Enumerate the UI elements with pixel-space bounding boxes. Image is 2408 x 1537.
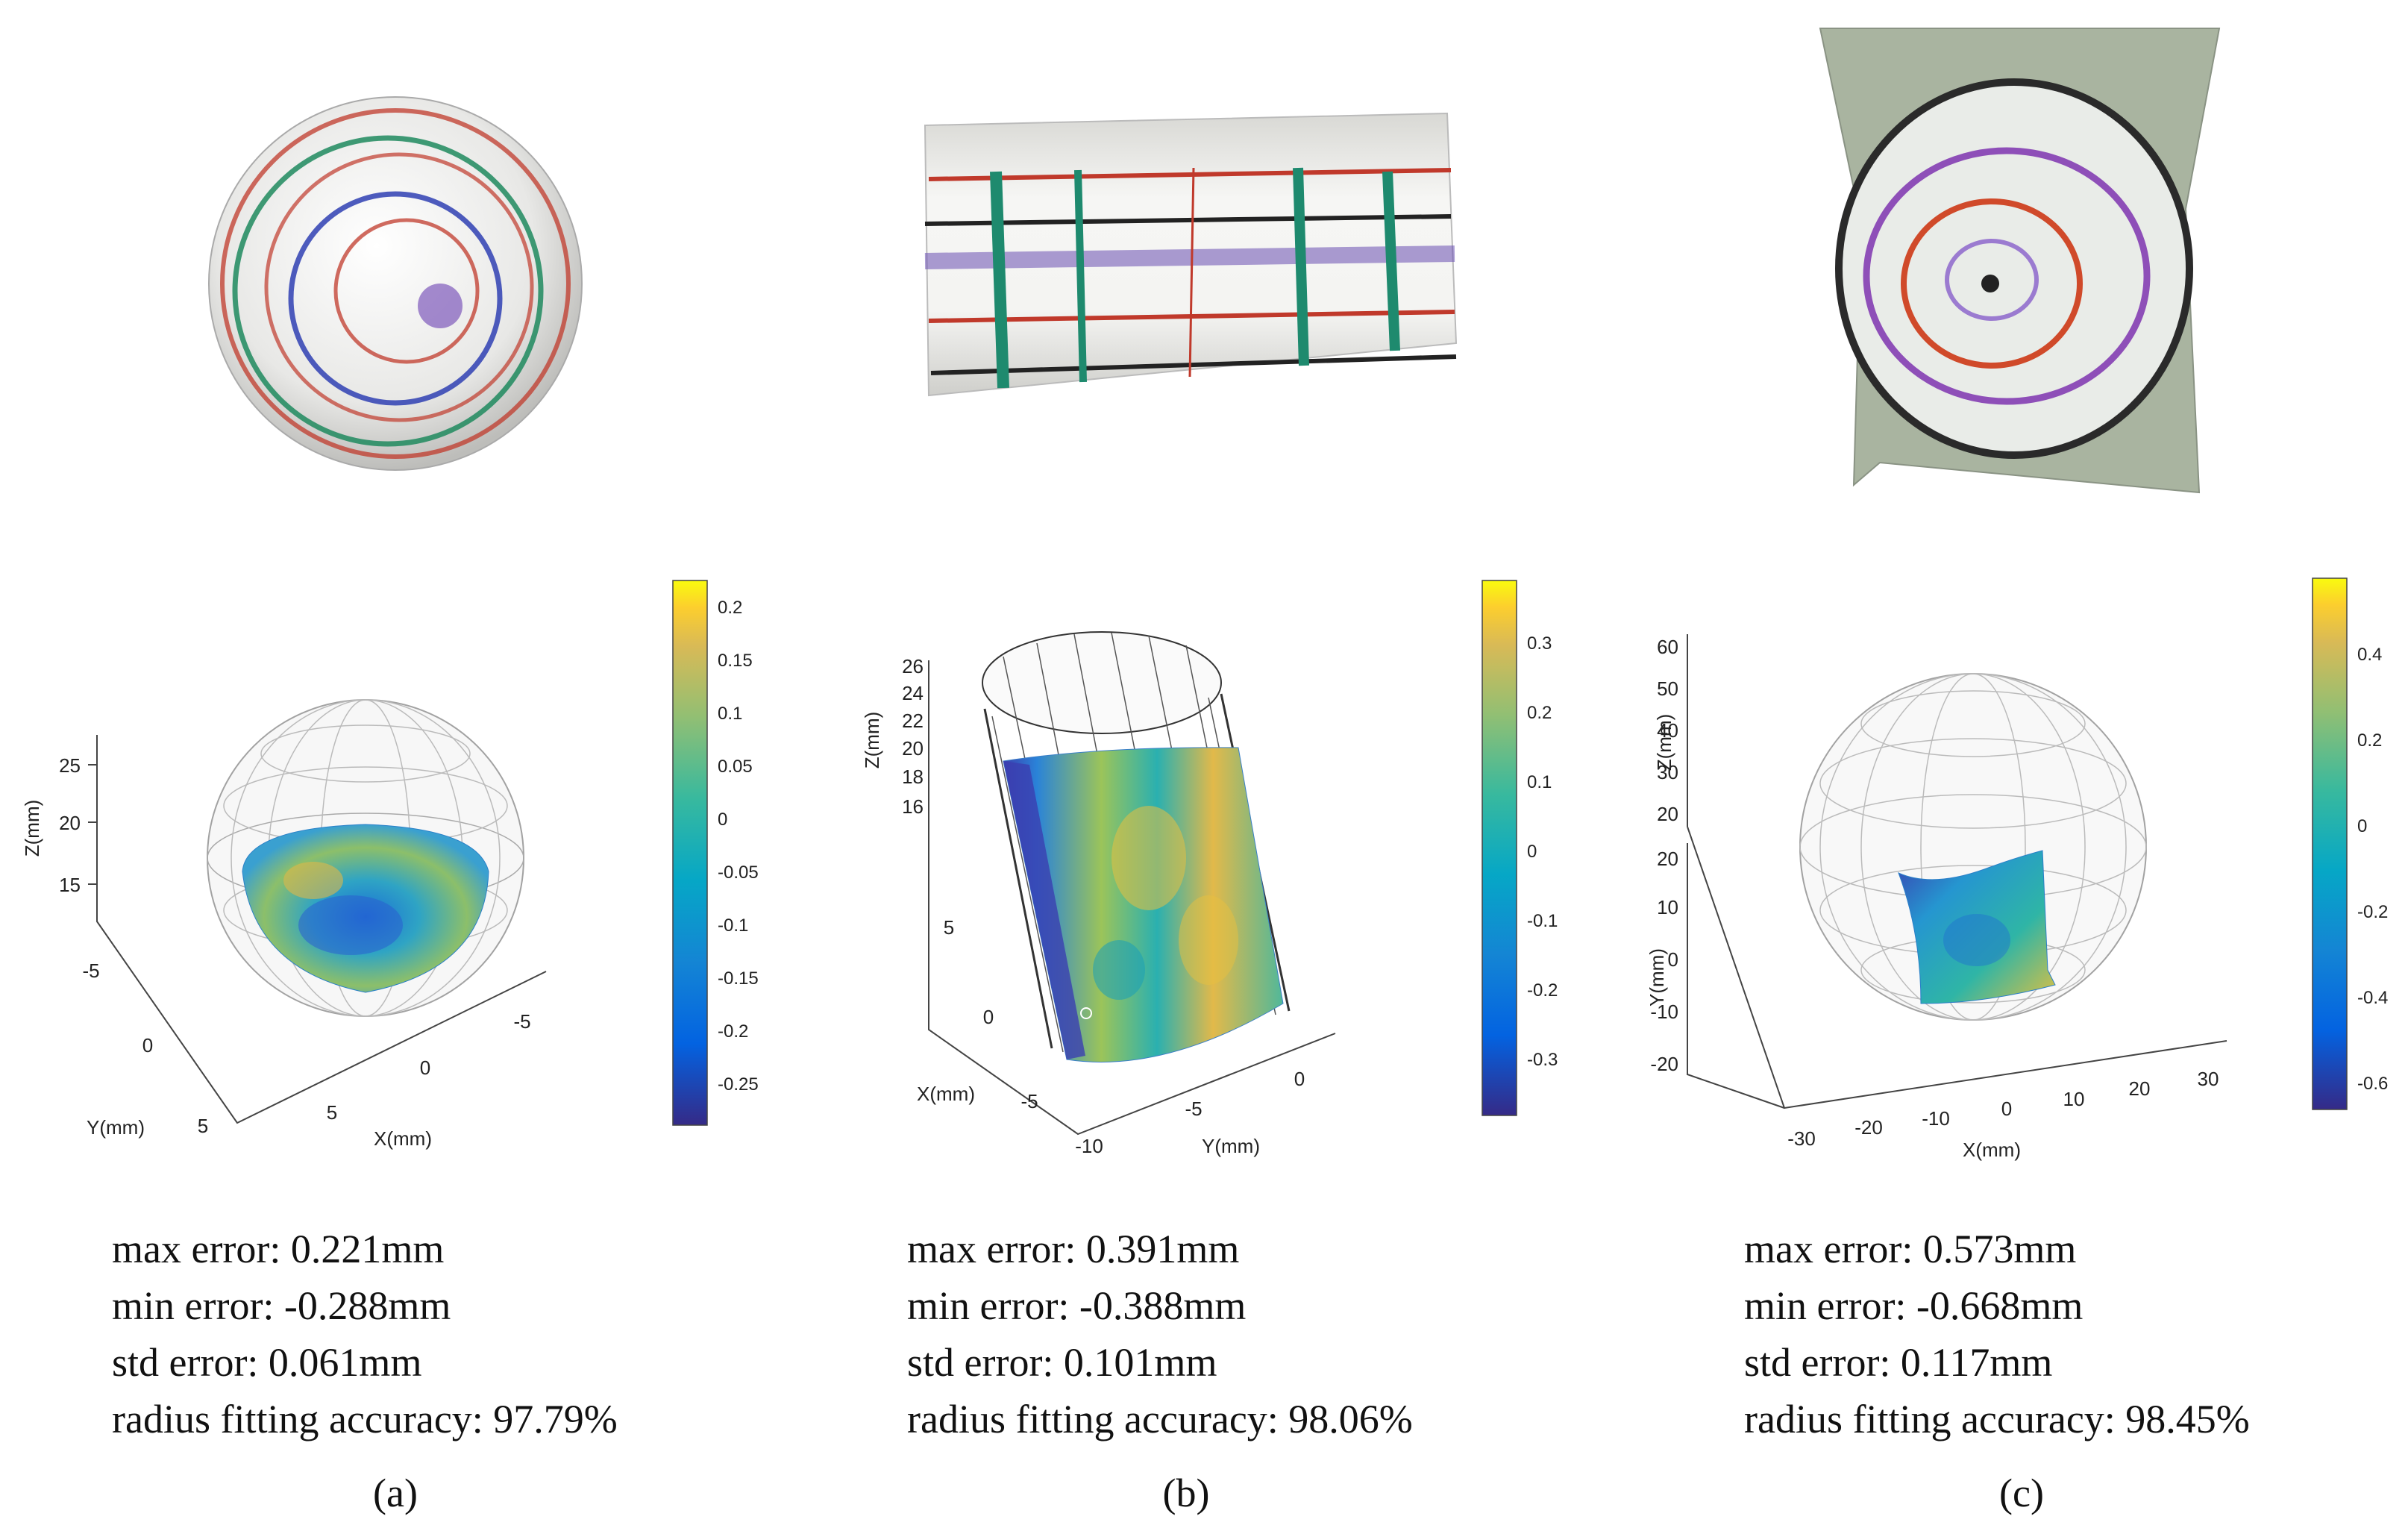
x-tick: -10 [1922,1107,1950,1130]
x-tick: 0 [420,1057,430,1079]
z-tick: 16 [902,795,924,818]
colorbar-tick: -0.05 [718,863,759,883]
min-error: min error: -0.288mm [112,1283,451,1328]
colorbar-tick: -0.3 [1527,1050,1558,1070]
y-axis-label: Y(mm) [87,1116,145,1139]
colorbar-tick: 0.1 [1527,772,1552,792]
x-tick: -30 [1787,1127,1816,1150]
y-tick: 5 [198,1115,208,1137]
x-tick: 10 [2063,1088,2085,1110]
x-tick: 0 [2001,1098,2012,1120]
colorbar-tick: 0.2 [1527,703,1552,723]
x-tick: 30 [2198,1068,2219,1090]
y-tick: 0 [142,1034,153,1057]
colorbar-tick: -0.1 [1527,911,1558,931]
x-axis-label: X(mm) [1963,1139,2021,1161]
y-tick: 0 [1668,948,1678,971]
colorbar-tick: 0.1 [718,704,742,724]
y-tick: -5 [1185,1098,1202,1120]
x-tick: 20 [2129,1077,2151,1100]
y-tick: 0 [1294,1068,1305,1090]
photo-cylinder [924,112,1458,397]
z-tick: 20 [902,737,924,760]
x-tick: -20 [1854,1116,1883,1139]
x-axis-label: X(mm) [917,1083,975,1105]
stats-c: max error: 0.573mm min error: -0.668mm s… [1744,1221,2250,1447]
plot-c: 60 50 40 30 20 Z(mm) 20 10 0 -10 -20 Y(m… [1646,634,2227,1161]
y-axis-label: Y(mm) [1202,1135,1260,1157]
y-tick: 10 [1657,896,1678,918]
colorbar-tick: -0.2 [1527,980,1558,1001]
colorbar-tick: 0.2 [718,598,742,618]
colorbar-tick: -0.2 [718,1021,748,1042]
y-tick: -10 [1075,1135,1103,1157]
colorbar-a: 0.2 0.15 0.1 0.05 0 -0.05 -0.1 -0.15 -0.… [672,580,759,1126]
x-tick: 0 [983,1006,994,1028]
z-tick: 24 [902,682,924,704]
colorbar-tick: 0.4 [2357,645,2382,665]
plot-a: 25 20 15 Z(mm) -5 0 5 Y(mm) 5 0 -5 X(mm) [21,699,547,1150]
z-tick: 22 [902,710,924,732]
radius-accuracy: radius fitting accuracy: 98.06% [907,1397,1413,1441]
z-axis-label: Z(mm) [21,800,43,857]
y-tick: 20 [1657,848,1678,870]
std-error: std error: 0.117mm [1744,1340,2053,1385]
caption-b: (b) [1162,1471,1210,1515]
max-error: max error: 0.573mm [1744,1227,2077,1271]
z-tick: 20 [59,812,81,834]
colorbar-tick: -0.15 [718,968,759,989]
z-tick: 60 [1657,636,1678,658]
colorbar-b: 0.3 0.2 0.1 0 -0.1 -0.2 -0.3 [1482,580,1558,1116]
colorbar-tick: -0.1 [718,915,748,936]
photo-concave [1819,28,2221,494]
z-axis-label: Z(mm) [1653,714,1675,771]
x-axis-label: X(mm) [374,1127,432,1150]
colorbar-tick: -0.2 [2357,902,2388,922]
std-error: std error: 0.061mm [112,1340,422,1385]
photo-hemisphere [208,96,583,471]
z-tick: 25 [59,754,81,777]
radius-accuracy: radius fitting accuracy: 97.79% [112,1397,618,1441]
z-tick: 20 [1657,803,1678,825]
max-error: max error: 0.391mm [907,1227,1240,1271]
std-error: std error: 0.101mm [907,1340,1217,1385]
colorbar-tick: -0.4 [2357,988,2388,1008]
colorbar-tick: 0.2 [2357,730,2382,751]
colorbar-tick: 0 [1527,842,1537,862]
z-tick: 18 [902,766,924,788]
z-tick: 15 [59,874,81,896]
x-tick: 5 [944,916,954,939]
plot-b: 26 24 22 20 18 16 Z(mm) 5 0 -5 X(mm) -10… [861,631,1336,1157]
x-tick: -5 [513,1010,530,1033]
x-tick: 5 [327,1101,337,1124]
y-tick: -20 [1650,1053,1678,1075]
y-tick: -5 [82,960,99,982]
caption-c: (c) [1999,1471,2044,1515]
min-error: min error: -0.388mm [907,1283,1247,1328]
colorbar-tick: -0.25 [718,1074,759,1095]
z-tick: 40 [1657,719,1678,742]
stats-a: max error: 0.221mm min error: -0.288mm s… [112,1221,618,1447]
z-axis-label: Z(mm) [861,712,883,769]
colorbar-tick: 0 [718,810,727,830]
colorbar-tick: 0 [2357,816,2367,836]
caption-a: (a) [373,1471,418,1515]
colorbar-tick: 0.3 [1527,633,1552,654]
z-tick: 26 [902,655,924,677]
z-tick: 30 [1657,761,1678,783]
z-tick: 50 [1657,677,1678,700]
y-axis-label: Y(mm) [1646,948,1668,1007]
stats-b: max error: 0.391mm min error: -0.388mm s… [907,1221,1413,1447]
x-tick: -5 [1020,1090,1038,1112]
radius-accuracy: radius fitting accuracy: 98.45% [1744,1397,2250,1441]
y-tick: -10 [1650,1001,1678,1023]
colorbar-tick: 0.15 [718,651,753,671]
colorbar-tick: -0.6 [2357,1074,2388,1094]
colorbar-tick: 0.05 [718,757,753,777]
max-error: max error: 0.221mm [112,1227,445,1271]
min-error: min error: -0.668mm [1744,1283,2084,1328]
colorbar-c: 0.4 0.2 0 -0.2 -0.4 -0.6 [2312,577,2388,1110]
